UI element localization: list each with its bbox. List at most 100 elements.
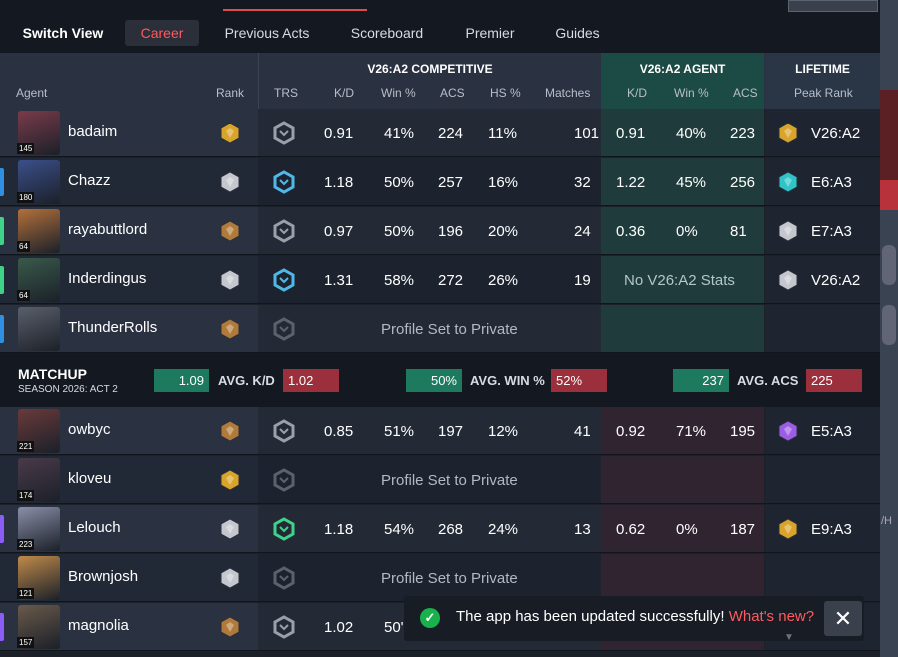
avg-kd-team2: 1.02 xyxy=(283,369,339,392)
col-agent-kd[interactable]: K/D xyxy=(627,86,648,100)
player-name[interactable]: Lelouch xyxy=(68,519,121,536)
player-row[interactable]: 180 Chazz 1.18 50% 257 16% 32 1.22 45% 256 E6:A3 xyxy=(0,158,880,206)
group-agent: V26:A2 AGENT xyxy=(639,62,726,76)
player-row[interactable]: ThunderRolls Profile Set to Private xyxy=(0,305,880,353)
col-matches[interactable]: Matches xyxy=(545,86,591,100)
stat-hs: 12% xyxy=(488,423,519,440)
private-profile-text: Profile Set to Private xyxy=(381,570,518,587)
tab-premier[interactable]: Premier xyxy=(465,25,515,41)
rank-icon xyxy=(218,121,242,145)
background-text: /H xyxy=(881,515,892,527)
player-row[interactable]: 223 Lelouch 1.18 54% 268 24% 13 0.62 0% 187 E9:A3 xyxy=(0,505,880,553)
trs-icon xyxy=(272,170,296,194)
top-button[interactable] xyxy=(788,0,878,12)
switch-view-button[interactable]: Switch View xyxy=(22,25,104,41)
row-bg xyxy=(258,554,601,601)
agent-stat-aacs: 81 xyxy=(730,223,747,240)
rank-icon xyxy=(218,566,242,590)
stat-acs: 197 xyxy=(438,423,464,440)
header-divider xyxy=(258,53,259,109)
player-row[interactable]: 174 kloveu Profile Set to Private xyxy=(0,456,880,504)
stat-matches: 101 xyxy=(574,125,600,142)
stat-matches: 32 xyxy=(574,174,591,191)
chevron-down-icon[interactable]: ▼ xyxy=(784,632,794,643)
col-agent-win[interactable]: Win % xyxy=(674,86,709,100)
background-app-edge: /H xyxy=(880,0,898,657)
update-toast: ✓ The app has been updated successfully!… xyxy=(404,596,864,643)
agent-stat-aacs: 256 xyxy=(730,174,756,191)
player-row[interactable]: 121 Brownjosh Profile Set to Private xyxy=(0,554,880,602)
player-name[interactable]: magnolia xyxy=(68,617,129,634)
player-row[interactable]: 145 badaim 0.91 41% 224 11% 101 0.91 40% 223 V26:A… xyxy=(0,109,880,157)
rank-icon xyxy=(218,615,242,639)
peak-rank: V26:A2 xyxy=(811,125,861,142)
player-name[interactable]: owbyc xyxy=(68,421,111,438)
avatar xyxy=(18,307,60,351)
col-kd[interactable]: K/D xyxy=(334,86,355,100)
col-agent[interactable]: Agent xyxy=(16,86,48,100)
col-rank[interactable]: Rank xyxy=(216,86,245,100)
player-name[interactable]: rayabuttlord xyxy=(68,221,148,238)
rank-icon xyxy=(218,219,242,243)
figure-icon xyxy=(882,245,896,285)
agent-stat-awin: 40% xyxy=(676,125,707,142)
agent-stats-header-bg xyxy=(601,53,764,109)
peak-rank: V26:A2 xyxy=(811,272,861,289)
agent-stat-awin: 0% xyxy=(676,521,698,538)
col-win[interactable]: Win % xyxy=(381,86,416,100)
whats-new-link[interactable]: What's new? xyxy=(728,608,815,625)
player-name[interactable]: Chazz xyxy=(68,172,111,189)
player-name[interactable]: ThunderRolls xyxy=(68,319,158,336)
lifetime-cell xyxy=(765,554,880,601)
row-bg xyxy=(258,109,601,156)
check-icon: ✓ xyxy=(420,608,440,628)
player-name[interactable]: kloveu xyxy=(68,470,112,487)
rank-icon xyxy=(218,517,242,541)
col-hs[interactable]: HS % xyxy=(490,86,521,100)
toast-text: The app has been updated successfully! xyxy=(456,608,725,625)
rank-icon xyxy=(218,268,242,292)
stat-kd: 1.02 xyxy=(324,619,354,636)
tab-scoreboard[interactable]: Scoreboard xyxy=(350,25,424,41)
team-color-bar xyxy=(0,217,4,245)
agent-stat-aacs: 187 xyxy=(730,521,756,538)
agent-stat-akd: 0.62 xyxy=(616,521,646,538)
stat-kd: 1.18 xyxy=(324,521,354,538)
player-row[interactable]: 64 rayabuttlord 0.97 50% 196 20% 24 0.36 0% 81 E7:… xyxy=(0,207,880,255)
agent-stat-akd: 0.36 xyxy=(616,223,646,240)
private-profile-text: Profile Set to Private xyxy=(381,472,518,489)
peak-rank-icon xyxy=(776,517,800,541)
agent-stat-aacs: 195 xyxy=(730,423,756,440)
stat-win: 58% xyxy=(384,272,415,289)
stat-matches: 19 xyxy=(574,272,591,289)
close-icon[interactable]: ✕ xyxy=(824,601,862,636)
col-agent-acs[interactable]: ACS xyxy=(733,86,758,100)
stat-hs: 16% xyxy=(488,174,519,191)
level-badge: 145 xyxy=(17,143,35,154)
col-acs[interactable]: ACS xyxy=(440,86,465,100)
col-peak-rank[interactable]: Peak Rank xyxy=(794,86,853,100)
trs-icon xyxy=(272,517,296,541)
row-bg xyxy=(258,305,601,352)
matchup-season: SEASON 2026: ACT 2 xyxy=(18,384,118,395)
agent-stats-cell xyxy=(601,456,764,503)
player-row[interactable]: 221 owbyc 0.85 51% 197 12% 41 0.92 71% 195 E5:A3 xyxy=(0,407,880,455)
agent-stat-akd: 1.22 xyxy=(616,174,646,191)
avg-acs-team1: 237 xyxy=(673,369,729,392)
agent-stats-cell xyxy=(601,505,764,552)
lifetime-cell xyxy=(765,305,880,352)
agent-stats-cell xyxy=(601,109,764,156)
stat-win: 50' xyxy=(384,619,404,636)
player-name[interactable]: Inderdingus xyxy=(68,270,147,287)
tab-career[interactable]: Career xyxy=(125,20,199,46)
stat-kd: 1.31 xyxy=(324,272,354,289)
level-badge: 221 xyxy=(17,441,35,452)
lifetime-header-bg xyxy=(765,53,880,109)
tab-previous-acts[interactable]: Previous Acts xyxy=(224,25,310,41)
player-name[interactable]: badaim xyxy=(68,123,118,140)
tab-guides[interactable]: Guides xyxy=(555,25,600,41)
row-bg xyxy=(258,505,601,552)
player-name[interactable]: Brownjosh xyxy=(68,568,139,585)
col-trs[interactable]: TRS xyxy=(274,86,298,100)
player-row[interactable]: 64 Inderdingus 1.31 58% 272 26% 19 No V26:A2 St… xyxy=(0,256,880,304)
